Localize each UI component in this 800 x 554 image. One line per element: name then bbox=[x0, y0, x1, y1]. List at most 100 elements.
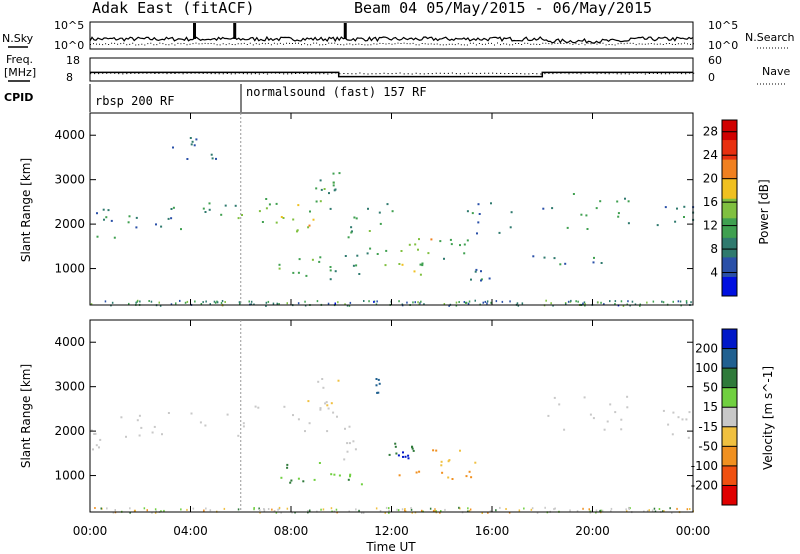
echo-cell bbox=[200, 303, 203, 305]
echo-cell bbox=[194, 300, 196, 303]
noise-spike bbox=[233, 23, 237, 39]
echo-cell bbox=[418, 238, 420, 241]
echo-cell bbox=[417, 248, 419, 251]
echo-cell bbox=[186, 158, 189, 160]
echo-cell bbox=[351, 230, 353, 233]
echo-cell bbox=[199, 421, 202, 424]
colorbar-swatch bbox=[722, 465, 737, 486]
colorbar-swatch bbox=[722, 237, 737, 258]
echo-cell bbox=[677, 416, 680, 419]
echo-cell bbox=[603, 428, 606, 431]
echo-cell bbox=[575, 300, 577, 303]
echo-cell bbox=[523, 507, 525, 510]
echo-cell bbox=[429, 507, 432, 510]
cpid-mode-1: rbsp 200 RF bbox=[95, 94, 174, 108]
echo-cell bbox=[544, 506, 546, 509]
echo-cell bbox=[265, 207, 268, 210]
echo-cell bbox=[672, 411, 675, 414]
echo-cell bbox=[629, 507, 631, 510]
echo-cell bbox=[685, 301, 688, 304]
echo-cell bbox=[237, 217, 240, 220]
echo-cell bbox=[415, 471, 418, 474]
colorbar-swatch bbox=[722, 348, 737, 369]
echo-cell bbox=[276, 302, 278, 305]
echo-cell bbox=[411, 511, 413, 514]
power-colorbar: 4 8 12 16 20 24 28 bbox=[703, 119, 738, 297]
echo-cell bbox=[620, 300, 623, 303]
echo-cell bbox=[378, 382, 381, 385]
echo-cell bbox=[292, 271, 295, 274]
echo-cell bbox=[614, 411, 617, 414]
echo-cell bbox=[625, 508, 627, 511]
power-echo-cells bbox=[90, 137, 695, 307]
echo-cell bbox=[239, 302, 241, 305]
echo-cell bbox=[297, 477, 300, 480]
echo-cell bbox=[439, 511, 441, 514]
echo-cell bbox=[155, 223, 157, 226]
echo-cell bbox=[112, 511, 115, 514]
echo-cell bbox=[448, 459, 451, 462]
echo-cell bbox=[391, 210, 394, 213]
echo-cell bbox=[536, 511, 539, 514]
echo-cell bbox=[221, 300, 224, 302]
echo-cell bbox=[348, 425, 351, 428]
echo-cell bbox=[377, 378, 380, 381]
echo-cell bbox=[323, 188, 326, 190]
echo-cell bbox=[583, 301, 586, 304]
echo-cell bbox=[576, 510, 579, 513]
echo-cell bbox=[292, 414, 294, 417]
colorbar-tick-label: 16 bbox=[703, 195, 718, 209]
echo-cell bbox=[411, 445, 413, 448]
echo-cell bbox=[250, 303, 253, 306]
echo-cell bbox=[410, 507, 412, 509]
echo-cell bbox=[184, 301, 187, 304]
nsky-label: N.Sky bbox=[2, 32, 34, 45]
echo-cell bbox=[542, 207, 545, 210]
echo-cell bbox=[274, 510, 276, 513]
echo-cell bbox=[388, 509, 390, 512]
echo-cell bbox=[272, 302, 275, 305]
echo-cell bbox=[480, 278, 483, 281]
echo-cell bbox=[330, 473, 333, 476]
echo-cell bbox=[377, 391, 380, 394]
echo-cell bbox=[335, 508, 338, 511]
echo-cell bbox=[204, 211, 207, 213]
echo-cell bbox=[412, 449, 415, 452]
echo-cell bbox=[376, 391, 379, 394]
echo-cell bbox=[209, 303, 211, 306]
echo-cell bbox=[319, 179, 322, 182]
noise-spike bbox=[193, 23, 197, 39]
echo-cell bbox=[652, 300, 655, 303]
noise-right-tick-top: 10^5 bbox=[708, 19, 738, 32]
echo-cell bbox=[237, 434, 240, 437]
echo-cell bbox=[475, 268, 478, 271]
echo-cell bbox=[600, 509, 602, 512]
echo-cell bbox=[362, 511, 365, 514]
echo-cell bbox=[566, 226, 569, 229]
nave-tick-top: 60 bbox=[708, 54, 722, 67]
echo-cell bbox=[179, 299, 181, 302]
colorbar-tick-label: -15 bbox=[698, 420, 718, 434]
echo-cell bbox=[253, 507, 255, 509]
echo-cell bbox=[658, 508, 661, 510]
y-tick-label: 2000 bbox=[54, 217, 85, 231]
echo-cell bbox=[620, 418, 623, 421]
echo-cell bbox=[332, 181, 335, 184]
echo-cell bbox=[419, 263, 422, 266]
echo-cell bbox=[595, 207, 598, 210]
echo-cell bbox=[350, 231, 353, 234]
echo-cell bbox=[468, 300, 471, 303]
echo-cell bbox=[490, 301, 492, 304]
echo-cell bbox=[328, 192, 330, 195]
echo-cell bbox=[189, 137, 192, 139]
colorbar-swatch bbox=[722, 426, 737, 447]
echo-cell bbox=[550, 302, 552, 305]
velocity-y-axis-label: Slant Range [km] bbox=[19, 364, 33, 468]
echo-cell bbox=[280, 216, 283, 218]
echo-cell bbox=[681, 418, 684, 421]
echo-cell bbox=[683, 205, 686, 208]
echo-cell bbox=[296, 229, 299, 232]
echo-cell bbox=[639, 304, 641, 307]
echo-cell bbox=[265, 198, 268, 200]
colorbar-swatch bbox=[722, 329, 737, 350]
